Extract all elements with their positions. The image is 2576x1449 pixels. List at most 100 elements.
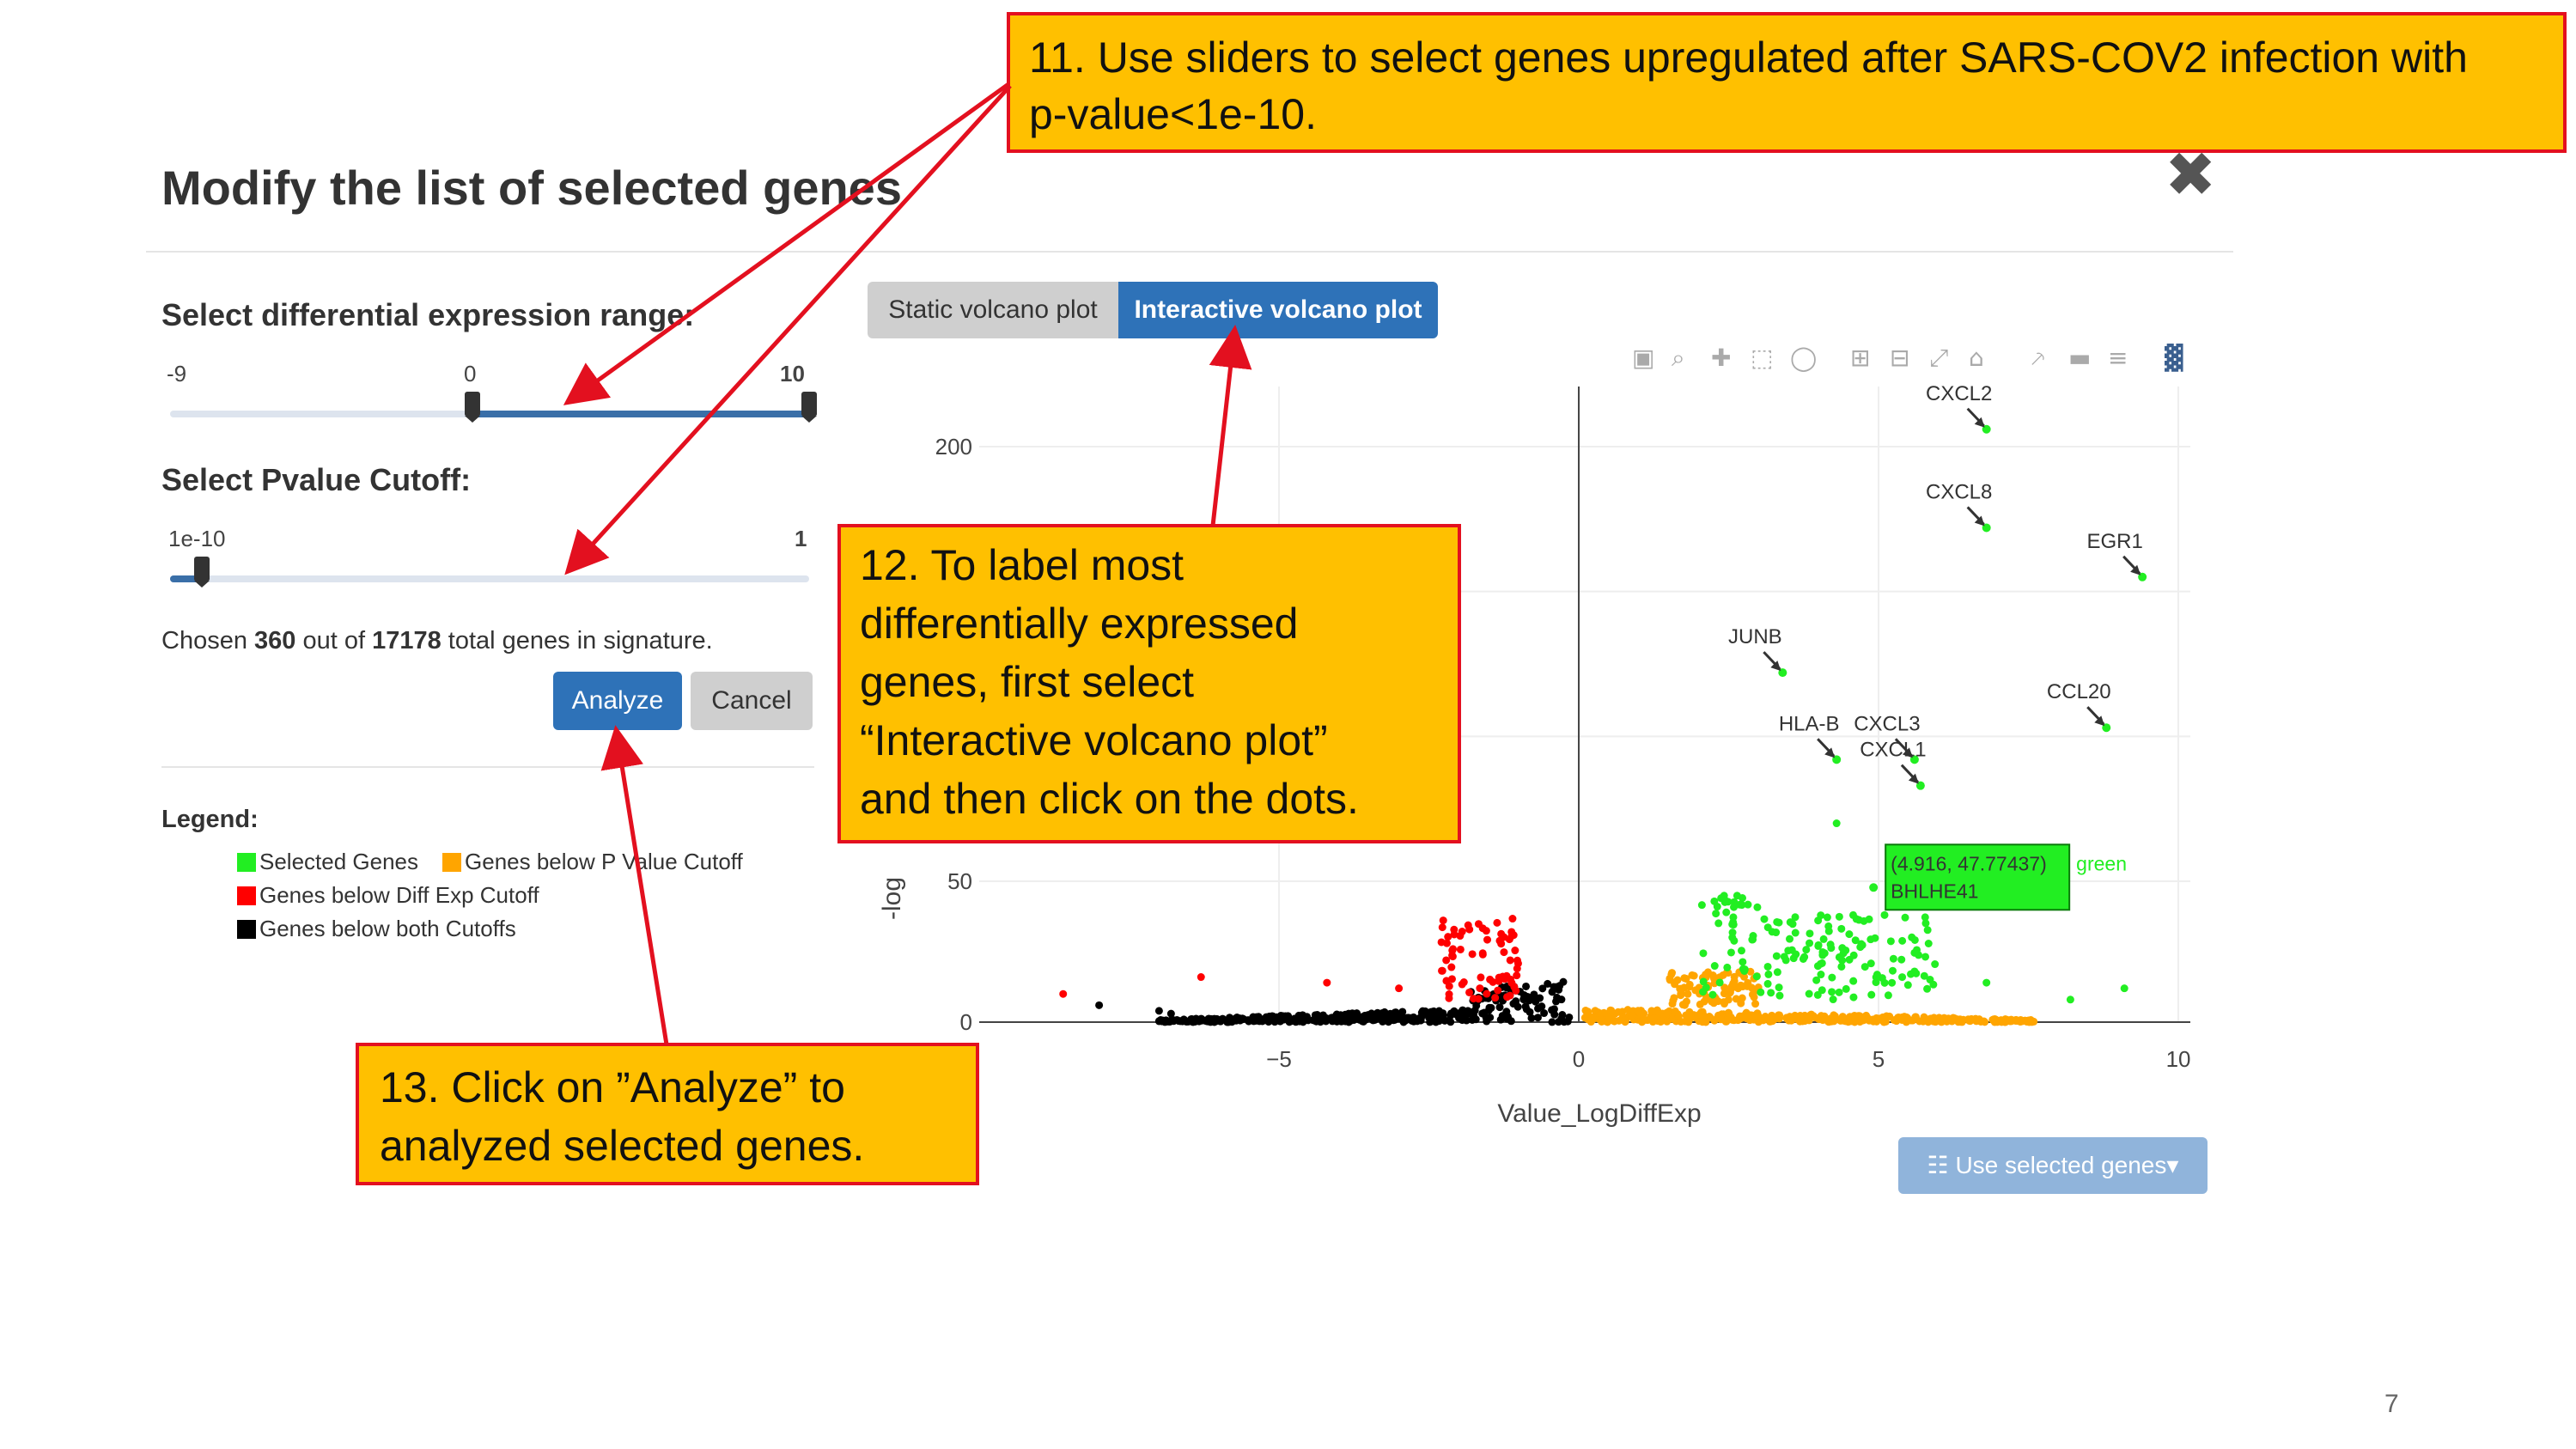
data-point [1392, 1008, 1400, 1017]
callout-step-13: 13. Click on ”Analyze” to analyzed select… [356, 1043, 979, 1185]
tooltip-gene: BHLHE41 [1891, 880, 1978, 902]
diff-slider-handle-high[interactable] [801, 392, 817, 423]
data-point [1532, 997, 1540, 1006]
data-point [1738, 994, 1746, 1002]
pvalue-slider-track[interactable] [170, 575, 809, 582]
pvalue-slider-handle[interactable] [194, 557, 210, 588]
box-select-icon: ⬚ [1751, 344, 1773, 372]
data-point [1373, 1008, 1382, 1017]
data-point [1720, 898, 1729, 906]
volcano-plot[interactable]: ▣ ⌕ ✚ ⬚ ◯ ⊞ ⊟ ⤢ ⌂ ⸕ ▬ ≡ ▓ −5 0 5 10 0 50 200 Value_LogDiffE… [876, 335, 2250, 1134]
data-point [1837, 924, 1846, 933]
annotation-arrowhead [1974, 515, 1985, 527]
data-point [1869, 883, 1879, 892]
data-point [1715, 978, 1724, 987]
data-point [1588, 1014, 1597, 1022]
data-point [1922, 1016, 1931, 1025]
data-point [1502, 1008, 1511, 1016]
data-point [1760, 915, 1769, 923]
data-point [1474, 920, 1483, 928]
data-point [1842, 984, 1850, 993]
data-point [1544, 979, 1552, 988]
annotation-arrowhead [2094, 715, 2105, 727]
data-point [1449, 945, 1458, 953]
data-point [1826, 941, 1835, 949]
cancel-button[interactable]: Cancel [691, 672, 813, 730]
data-point [1548, 1018, 1556, 1026]
data-point [1438, 966, 1446, 975]
data-point [1262, 1013, 1270, 1021]
data-point [1752, 972, 1761, 981]
use-selected-genes-button[interactable]: ☷ Use selected genes▾ [1898, 1137, 2208, 1194]
data-point [1313, 1012, 1322, 1020]
data-point [1233, 1014, 1241, 1022]
data-point [1503, 993, 1512, 1002]
data-point [1682, 1011, 1690, 1020]
tab-interactive-volcano[interactable]: Interactive volcano plot [1118, 282, 1438, 338]
data-point [1634, 1007, 1642, 1015]
data-point [1332, 1017, 1341, 1026]
header-divider [146, 251, 2233, 253]
list-icon: ☷ [1927, 1152, 1956, 1178]
data-point [1824, 1017, 1832, 1026]
data-point [1509, 931, 1518, 940]
data-point [1685, 983, 1694, 991]
data-point [1975, 1015, 1983, 1024]
data-point [1735, 900, 1744, 909]
analyze-button[interactable]: Analyze [553, 672, 682, 730]
close-icon[interactable]: ✖ [2165, 141, 2217, 210]
data-point [1674, 1012, 1683, 1020]
data-point [1710, 1016, 1719, 1025]
data-point [1684, 989, 1692, 998]
data-point [1440, 1016, 1449, 1025]
data-point [1824, 922, 1833, 930]
data-point [1775, 991, 1784, 1000]
data-point [1411, 1016, 1420, 1025]
annotation-arrowhead [1974, 417, 1985, 428]
diff-slider-handle-low[interactable] [465, 392, 481, 423]
data-point [1494, 986, 1502, 995]
data-point [1723, 963, 1732, 971]
data-point [1496, 1015, 1505, 1024]
modal-title: Modify the list of selected genes [161, 161, 902, 215]
legend-swatch [442, 852, 462, 872]
data-point [1395, 984, 1404, 993]
data-point [1465, 988, 1474, 996]
data-point [1751, 1012, 1760, 1020]
data-point [1478, 950, 1487, 959]
data-point [1708, 997, 1716, 1006]
data-point [1345, 1009, 1354, 1018]
data-point [1889, 954, 1897, 963]
data-point [2012, 1015, 2020, 1024]
data-point [1367, 1009, 1376, 1018]
data-point [1733, 892, 1741, 900]
data-point [1553, 993, 1562, 1002]
y-tick-label: 0 [960, 1009, 972, 1035]
data-point [1519, 995, 1528, 1004]
data-point [2025, 1016, 2034, 1025]
x-tick-label: 5 [1873, 1046, 1885, 1072]
data-point [1903, 981, 1912, 989]
tab-static-volcano[interactable]: Static volcano plot [868, 282, 1118, 338]
data-point [1907, 1016, 1915, 1025]
data-point [1753, 903, 1762, 911]
x-axis-title: Value_LogDiffExp [1497, 1099, 1701, 1128]
annotation-arrowhead [2130, 564, 2141, 575]
data-point [1268, 1012, 1276, 1020]
plot-points[interactable] [1059, 424, 2147, 1026]
data-point [1480, 1008, 1489, 1017]
spike-icon: ⸕ [2029, 344, 2047, 372]
data-point [1849, 993, 1858, 1002]
data-point [1640, 1015, 1648, 1024]
data-point [1166, 1016, 1175, 1025]
data-point [1714, 919, 1723, 928]
data-point [1736, 1012, 1745, 1020]
y-tick-label: 200 [935, 434, 972, 460]
data-point [1677, 984, 1685, 993]
data-point [1964, 1015, 1972, 1024]
data-point [1621, 1016, 1629, 1025]
pvalue-min-label: 1e-10 [168, 526, 226, 551]
data-point [1708, 990, 1717, 999]
data-point [1534, 1004, 1543, 1013]
data-point [1850, 1018, 1859, 1026]
